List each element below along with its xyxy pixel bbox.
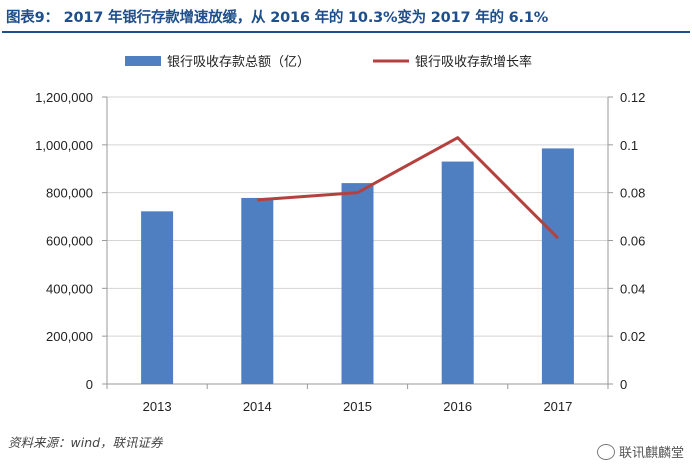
y-right-tick-label: 0.08 [620, 186, 645, 201]
wechat-icon [596, 443, 615, 460]
x-tick-label: 2013 [143, 399, 172, 414]
growth-line [257, 136, 559, 240]
axes: 0 0 200,000 0.02 400,000 0.04 600,000 0.06 800,0… [35, 90, 645, 414]
legend-label-line: 银行吸收存款增长率 [415, 54, 532, 70]
line-series [257, 136, 559, 240]
chart: 0 0 200,000 0.02 400,000 0.04 600,000 0.06 800,0… [35, 54, 645, 414]
bar [141, 211, 174, 384]
y-left-tick-label: 0 [86, 377, 93, 392]
source-note: 资料来源：wind，联讯证券 [8, 435, 163, 450]
y-left-tick-label: 1,200,000 [35, 90, 93, 105]
y-right-tick-label: 0.06 [620, 234, 645, 249]
bar [341, 183, 374, 384]
y-right-tick-label: 0.04 [620, 281, 645, 296]
y-right-tick-label: 0.12 [620, 90, 645, 105]
y-left-tick-label: 800,000 [46, 186, 93, 201]
title-divider [2, 31, 690, 33]
y-left-tick-label: 1,000,000 [35, 138, 93, 153]
bar-series [141, 148, 574, 384]
y-left-tick-label: 200,000 [46, 329, 93, 344]
bar [441, 161, 474, 384]
bar [241, 197, 274, 384]
x-tick-label: 2014 [243, 399, 272, 414]
y-left-tick-label: 600,000 [46, 234, 93, 249]
y-right-tick-label: 0.02 [620, 329, 645, 344]
bar [541, 148, 574, 384]
x-tick-label: 2017 [543, 399, 572, 414]
x-tick-label: 2016 [443, 399, 472, 414]
legend-swatch-bar [125, 56, 161, 66]
legend: 银行吸收存款总额（亿） 银行吸收存款增长率 [125, 54, 532, 70]
x-tick-label: 2015 [343, 399, 372, 414]
chart-title: 图表9： 2017 年银行存款增速放缓，从 2016 年的 10.3%变为 20… [6, 10, 549, 26]
y-left-tick-label: 400,000 [46, 281, 93, 296]
watermark-text: 联讯麒麟堂 [618, 446, 684, 461]
watermark: 联讯麒麟堂 [596, 442, 684, 461]
y-right-tick-label: 0 [620, 377, 627, 392]
y-right-tick-label: 0.1 [620, 138, 638, 153]
legend-label-bar: 银行吸收存款总额（亿） [167, 55, 310, 70]
